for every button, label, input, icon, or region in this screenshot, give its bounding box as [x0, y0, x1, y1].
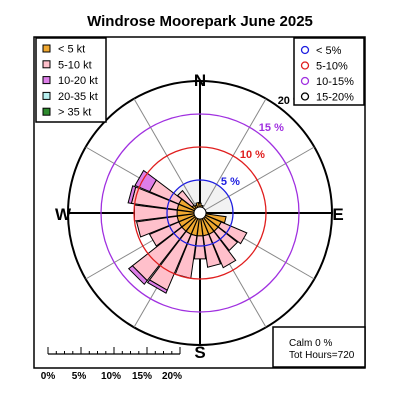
calm-label: Calm 0 %	[289, 338, 332, 349]
scale-bar-label: 0%	[41, 371, 56, 382]
calm-center	[193, 206, 207, 220]
ring-label-5: 5 %	[221, 176, 240, 188]
ring-legend-marker	[300, 45, 310, 55]
percent-rings	[100, 113, 300, 313]
scale-bar-label: 15%	[132, 371, 152, 382]
chart-title: Windrose Moorepark June 2025	[87, 13, 313, 30]
compass-east: E	[332, 205, 343, 224]
ring-label-15: 15 %	[259, 122, 284, 134]
sector-segment	[127, 265, 148, 286]
sector-225	[127, 212, 201, 286]
scale-bar-label: 20%	[162, 371, 182, 382]
speed-legend-swatch	[42, 60, 51, 69]
ring-label-10: 10 %	[240, 149, 265, 161]
sector-segment	[208, 230, 237, 269]
plot-frame	[33, 36, 366, 369]
sector-segment	[127, 185, 137, 204]
sector-150	[199, 212, 237, 269]
ring-legend-label: 5-10%	[316, 61, 348, 73]
sector-segment	[146, 279, 168, 294]
compass-west: W	[55, 205, 72, 224]
speed-legend-swatch	[42, 76, 51, 85]
ring-5-percent	[166, 179, 234, 247]
ring-15-percent	[100, 113, 300, 313]
ring-legend-marker	[300, 61, 310, 70]
ring-legend-label: 10-15%	[316, 76, 354, 88]
hours-label: Tot Hours=720	[289, 350, 355, 361]
speed-legend-label: 10-20 kt	[58, 75, 98, 87]
sector-segment	[217, 221, 248, 245]
wind-sectors	[127, 169, 248, 294]
compass-south: S	[194, 343, 205, 362]
ring-legend-marker	[300, 76, 310, 86]
summary-box-frame	[272, 326, 366, 368]
speed-legend-swatch	[42, 44, 51, 53]
ring-10-percent	[133, 146, 267, 280]
sector-segment	[193, 235, 207, 260]
ring-legend: < 5% 5-10% 10-15% 15-20%	[293, 37, 365, 106]
speed-legend-label: > 35 kt	[58, 107, 91, 119]
ring-legend-marker	[300, 92, 310, 101]
speed-legend-swatch	[42, 91, 51, 100]
summary-box: Calm 0 % Tot Hours=720	[272, 326, 366, 368]
speed-legend-swatch	[42, 107, 51, 116]
speed-legend-label: 5-10 kt	[58, 59, 92, 71]
ring-legend-label: < 5%	[316, 45, 342, 57]
scale-bar-label: 10%	[101, 371, 121, 382]
sector-segment	[213, 226, 239, 252]
scale-bar: 0% 5% 10% 15% 20%	[41, 347, 182, 382]
speed-legend: < 5 kt 5-10 kt 10-20 kt 20-35 kt > 35 kt	[35, 37, 107, 123]
compass-north: N	[194, 71, 206, 90]
sector-300	[134, 169, 201, 214]
sector-segment	[148, 221, 183, 247]
speed-legend-label: 20-35 kt	[58, 91, 98, 103]
speed-legend-label: < 5 kt	[58, 44, 85, 56]
scale-bar-label: 5%	[72, 371, 87, 382]
ring-legend-label: 15-20%	[316, 92, 354, 104]
sector-segment	[176, 189, 195, 208]
sector-segment	[202, 233, 222, 268]
ring-legend-box	[293, 37, 365, 106]
sector-segment	[134, 169, 157, 193]
